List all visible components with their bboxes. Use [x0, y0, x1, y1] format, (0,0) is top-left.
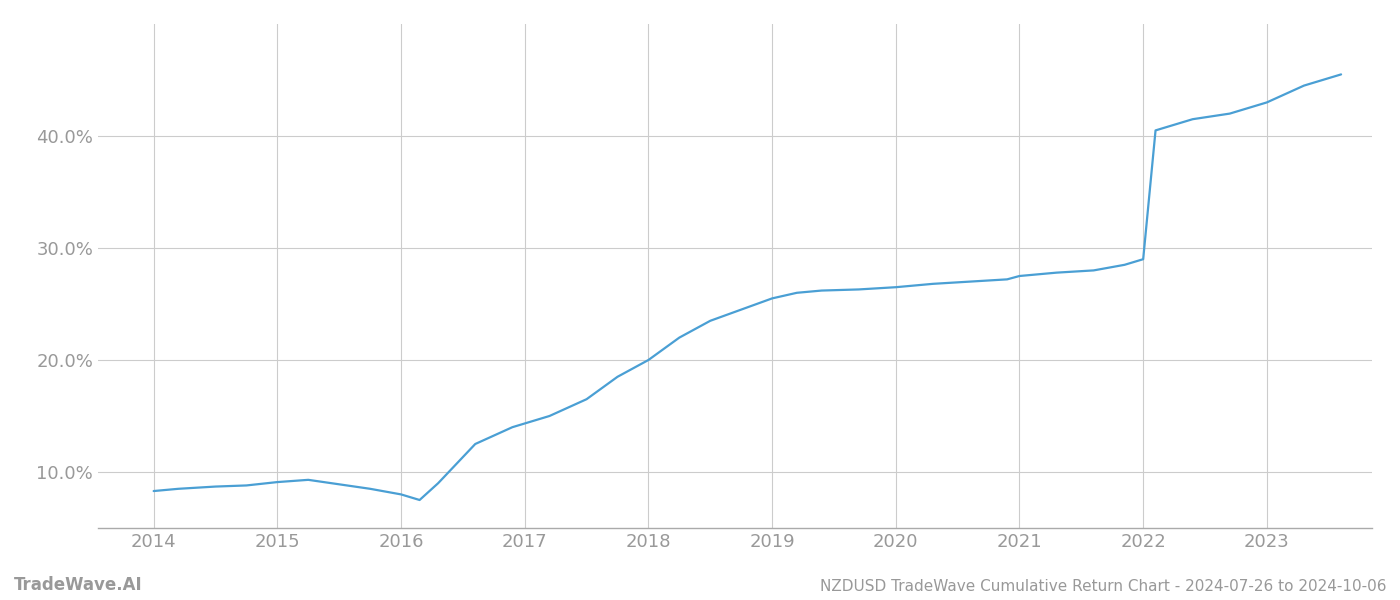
Text: NZDUSD TradeWave Cumulative Return Chart - 2024-07-26 to 2024-10-06: NZDUSD TradeWave Cumulative Return Chart…	[819, 579, 1386, 594]
Text: TradeWave.AI: TradeWave.AI	[14, 576, 143, 594]
